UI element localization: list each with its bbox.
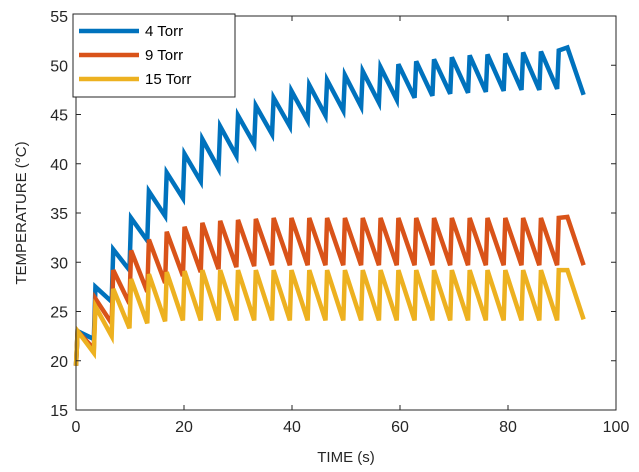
x-tick-label: 40 (283, 419, 301, 436)
y-tick-label: 25 (50, 305, 68, 322)
x-tick-label: 60 (391, 419, 409, 436)
y-tick-label: 15 (50, 403, 68, 420)
legend-label: 9 Torr (145, 47, 183, 64)
axes-layer: 0 20 40 60 80 100 15 20 25 30 35 40 45 50 55 (50, 9, 629, 436)
legend-label: 15 Torr (145, 71, 191, 88)
x-tick-label: 0 (72, 419, 81, 436)
x-axis-label: TIME (s) (317, 449, 375, 466)
y-tick-label: 45 (50, 108, 68, 125)
y-tick-label: 35 (50, 206, 68, 223)
legend: 4 Torr 9 Torr 15 Torr (72, 13, 236, 98)
x-tick-label: 100 (603, 419, 630, 436)
legend-label: 4 Torr (145, 23, 183, 40)
y-tick-label: 40 (50, 157, 68, 174)
y-tick-label: 50 (50, 58, 68, 75)
y-tick-label: 20 (50, 354, 68, 371)
series-line-9-torr (73, 214, 586, 366)
series-layer (73, 44, 586, 366)
y-tick-label: 55 (50, 9, 68, 26)
x-tick-label: 20 (175, 419, 193, 436)
y-tick-label: 30 (50, 255, 68, 272)
y-axis-label: TEMPERATURE (°C) (13, 141, 30, 284)
series-line-15-torr (73, 267, 586, 366)
x-tick-label: 80 (499, 419, 517, 436)
series-line-4-torr (73, 44, 586, 366)
